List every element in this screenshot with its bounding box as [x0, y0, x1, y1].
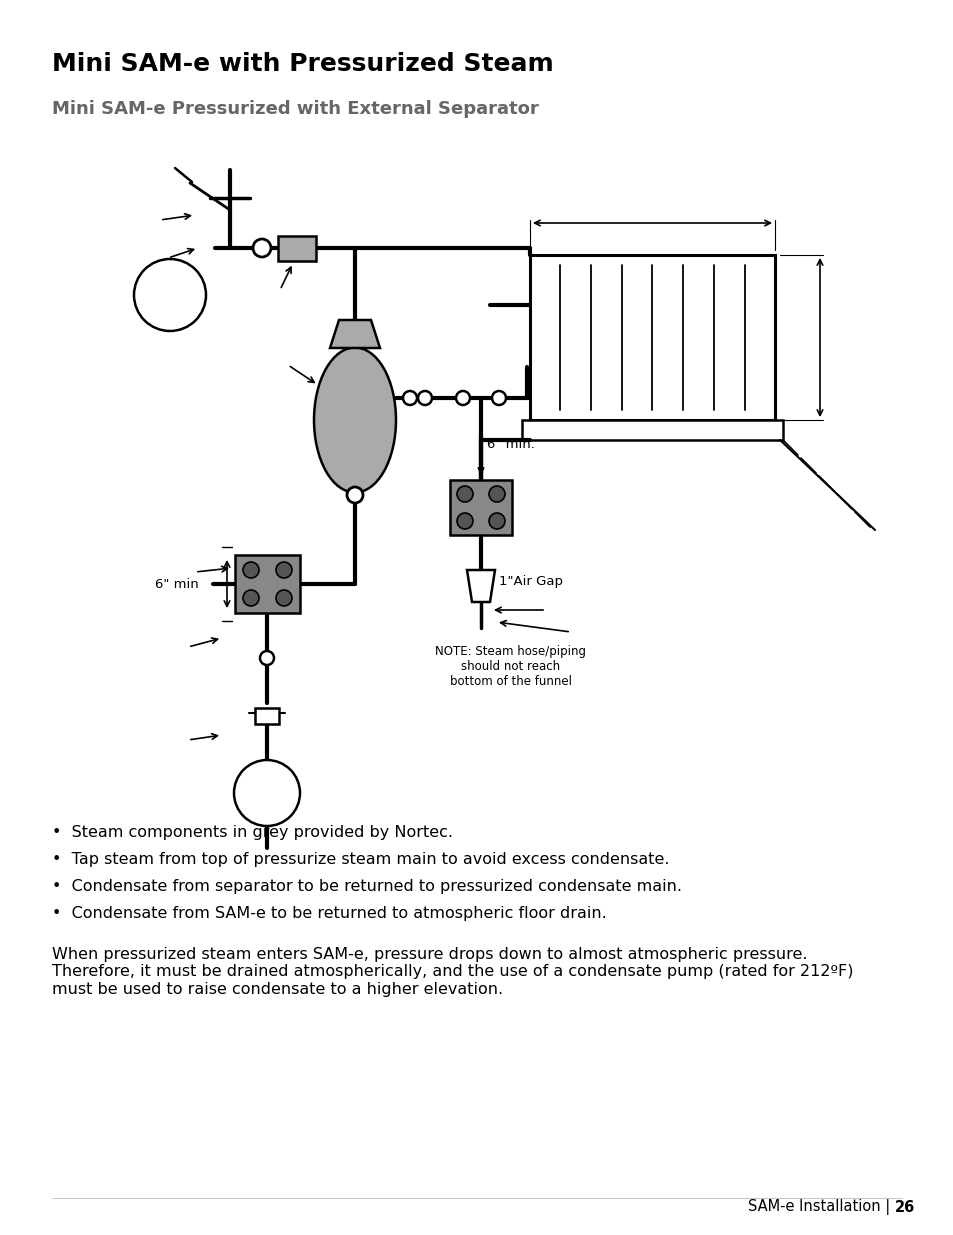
Circle shape — [456, 513, 473, 529]
Bar — [254, 708, 278, 724]
Circle shape — [243, 590, 258, 606]
Text: 6" min.: 6" min. — [486, 438, 535, 451]
Polygon shape — [330, 320, 379, 348]
Bar — [277, 236, 315, 261]
Text: When pressurized steam enters SAM-e, pressure drops down to almost atmospheric p: When pressurized steam enters SAM-e, pre… — [52, 947, 853, 997]
Circle shape — [275, 590, 292, 606]
Circle shape — [456, 391, 470, 405]
Circle shape — [492, 391, 505, 405]
Circle shape — [243, 562, 258, 578]
Text: Mini SAM-e Pressurized with External Separator: Mini SAM-e Pressurized with External Sep… — [52, 100, 538, 119]
Circle shape — [347, 487, 363, 503]
Circle shape — [402, 391, 416, 405]
Bar — [234, 555, 299, 613]
Polygon shape — [467, 571, 495, 601]
Text: •  Condensate from SAM-e to be returned to atmospheric floor drain.: • Condensate from SAM-e to be returned t… — [52, 906, 606, 921]
Circle shape — [489, 513, 504, 529]
Text: Mini SAM-e with Pressurized Steam: Mini SAM-e with Pressurized Steam — [52, 52, 553, 77]
Text: 26: 26 — [894, 1200, 914, 1215]
Text: •  Condensate from separator to be returned to pressurized condensate main.: • Condensate from separator to be return… — [52, 879, 681, 894]
Circle shape — [260, 651, 274, 664]
Text: SAM-e Installation |: SAM-e Installation | — [747, 1199, 894, 1215]
Circle shape — [456, 487, 473, 501]
Circle shape — [417, 391, 432, 405]
Bar — [450, 480, 512, 535]
Circle shape — [275, 562, 292, 578]
Circle shape — [233, 760, 299, 826]
Circle shape — [133, 259, 206, 331]
Circle shape — [253, 240, 271, 257]
Circle shape — [489, 487, 504, 501]
Text: NOTE: Steam hose/piping
should not reach
bottom of the funnel: NOTE: Steam hose/piping should not reach… — [435, 645, 586, 688]
Bar — [521, 420, 782, 440]
Text: •  Steam components in grey provided by Nortec.: • Steam components in grey provided by N… — [52, 825, 453, 840]
Bar — [530, 254, 774, 420]
Ellipse shape — [314, 347, 395, 493]
Text: •  Tap steam from top of pressurize steam main to avoid excess condensate.: • Tap steam from top of pressurize steam… — [52, 852, 669, 867]
Text: 1"Air Gap: 1"Air Gap — [498, 576, 562, 588]
Text: 6" min: 6" min — [154, 578, 198, 592]
